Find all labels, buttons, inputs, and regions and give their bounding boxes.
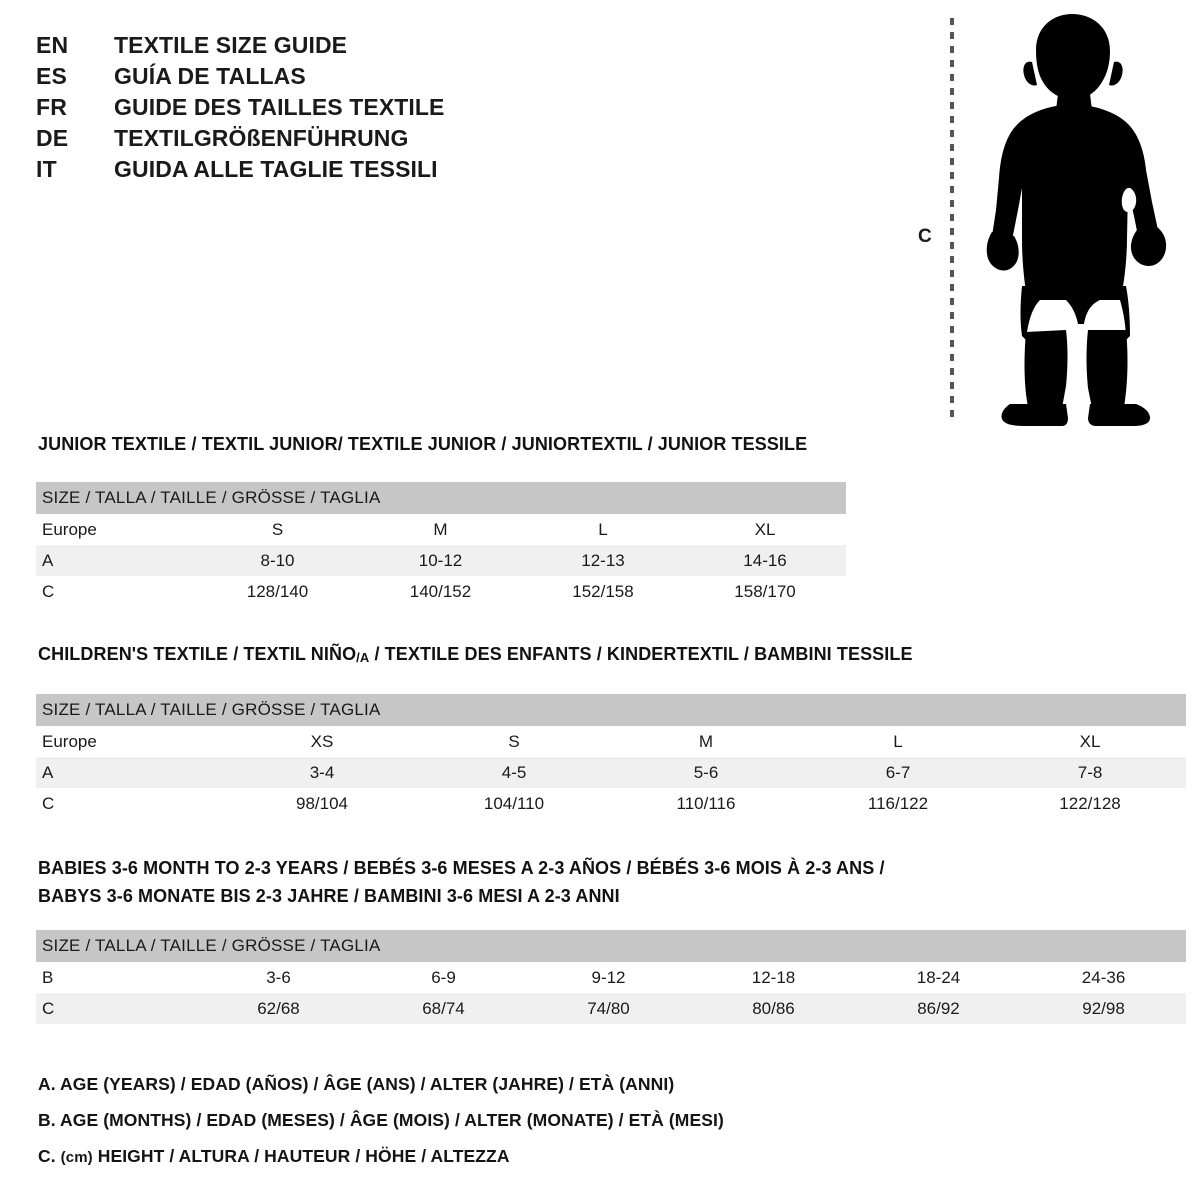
babies-size-table: SIZE / TALLA / TAILLE / GRÖSSE / TAGLIA … <box>36 930 1187 1024</box>
language-code-fr: FR <box>36 94 68 120</box>
table-row: B 3-6 6-9 9-12 12-18 18-24 24-36 <box>36 962 1187 993</box>
children-row-europe-label: Europe <box>36 726 226 757</box>
babies-row-b-col-3: 9-12 <box>526 962 691 993</box>
height-dotted-line <box>950 18 954 422</box>
legend-c-unit: (cm) <box>60 1149 93 1166</box>
babies-row-c-col-3: 74/80 <box>526 993 691 1024</box>
language-row-en: EN TEXTILE SIZE GUIDE <box>36 32 556 63</box>
children-row-a-col-1: 3-4 <box>226 757 418 788</box>
junior-row-c-col-1: 128/140 <box>196 576 359 607</box>
language-code-en: EN <box>36 32 69 58</box>
table-row: Europe XS S M L XL <box>36 726 1187 757</box>
language-row-es: ES GUÍA DE TALLAS <box>36 63 556 94</box>
table-row: A 8-10 10-12 12-13 14-16 <box>36 545 847 576</box>
children-row-a-col-3: 5-6 <box>610 757 802 788</box>
children-row-europe-col-5: XL <box>994 726 1187 757</box>
junior-size-bar-label: SIZE / TALLA / TAILLE / GRÖSSE / TAGLIA <box>36 482 847 514</box>
legend-line-c: C. (cm) HEIGHT / ALTURA / HAUTEUR / HÖHE… <box>38 1138 858 1174</box>
toddler-silhouette-icon <box>986 14 1167 426</box>
height-measure-label: C <box>918 226 932 247</box>
table-row: Europe S M L XL <box>36 514 847 545</box>
section-heading-babies-line1: BABIES 3-6 MONTH TO 2-3 YEARS / BEBÉS 3-… <box>38 858 885 878</box>
children-row-c-col-4: 116/122 <box>802 788 994 819</box>
junior-row-c-col-3: 152/158 <box>522 576 684 607</box>
language-code-it: IT <box>36 156 57 182</box>
children-heading-part1: CHILDREN'S TEXTILE / TEXTIL NIÑO <box>38 644 357 664</box>
children-size-table: SIZE / TALLA / TAILLE / GRÖSSE / TAGLIA … <box>36 694 1187 819</box>
children-row-c-label: C <box>36 788 226 819</box>
junior-row-europe-col-3: L <box>522 514 684 545</box>
junior-row-europe-col-1: S <box>196 514 359 545</box>
table-row: A 3-4 4-5 5-6 6-7 7-8 <box>36 757 1187 788</box>
legend-c-rest: HEIGHT / ALTURA / HAUTEUR / HÖHE / ALTEZ… <box>92 1146 510 1166</box>
height-measurement-figure: C <box>900 8 1190 433</box>
section-heading-babies-line2: BABYS 3-6 MONATE BIS 2-3 JAHRE / BAMBINI… <box>38 886 620 906</box>
junior-row-c-col-2: 140/152 <box>359 576 522 607</box>
language-row-de: DE TEXTILGRÖßENFÜHRUNG <box>36 125 556 156</box>
table-row: C 128/140 140/152 152/158 158/170 <box>36 576 847 607</box>
babies-row-b-col-6: 24-36 <box>1021 962 1187 993</box>
junior-row-a-col-4: 14-16 <box>684 545 847 576</box>
babies-row-b-col-4: 12-18 <box>691 962 856 993</box>
junior-row-a-col-3: 12-13 <box>522 545 684 576</box>
babies-row-c-col-2: 68/74 <box>361 993 526 1024</box>
junior-row-europe-label: Europe <box>36 514 196 545</box>
language-text-en: TEXTILE SIZE GUIDE <box>114 32 348 58</box>
babies-row-b-col-1: 3-6 <box>196 962 361 993</box>
babies-row-b-label: B <box>36 962 196 993</box>
children-size-bar-label: SIZE / TALLA / TAILLE / GRÖSSE / TAGLIA <box>36 694 1187 726</box>
children-row-a-col-4: 6-7 <box>802 757 994 788</box>
legend-block: A. AGE (YEARS) / EDAD (AÑOS) / ÂGE (ANS)… <box>38 1066 858 1174</box>
children-row-europe-col-3: M <box>610 726 802 757</box>
language-row-fr: FR GUIDE DES TAILLES TEXTILE <box>36 94 556 125</box>
children-row-europe-col-2: S <box>418 726 610 757</box>
language-text-it: GUIDA ALLE TAGLIE TESSILI <box>114 156 438 182</box>
babies-row-c-col-6: 92/98 <box>1021 993 1187 1024</box>
children-row-c-col-3: 110/116 <box>610 788 802 819</box>
legend-c-prefix: C. <box>38 1146 61 1166</box>
babies-row-c-col-4: 80/86 <box>691 993 856 1024</box>
legend-line-b: B. AGE (MONTHS) / EDAD (MESES) / ÂGE (MO… <box>38 1110 724 1130</box>
babies-row-b-col-5: 18-24 <box>856 962 1021 993</box>
children-row-c-col-1: 98/104 <box>226 788 418 819</box>
junior-row-europe-col-2: M <box>359 514 522 545</box>
language-text-es: GUÍA DE TALLAS <box>114 63 306 89</box>
section-heading-children: CHILDREN'S TEXTILE / TEXTIL NIÑO/A / TEX… <box>38 644 913 665</box>
children-heading-subscript: /A <box>356 650 370 665</box>
junior-row-a-col-2: 10-12 <box>359 545 522 576</box>
junior-row-europe-col-4: XL <box>684 514 847 545</box>
children-row-c-col-5: 122/128 <box>994 788 1187 819</box>
babies-size-bar-row: SIZE / TALLA / TAILLE / GRÖSSE / TAGLIA <box>36 930 1187 962</box>
language-row-it: IT GUIDA ALLE TAGLIE TESSILI <box>36 156 556 187</box>
children-row-c-col-2: 104/110 <box>418 788 610 819</box>
language-header-block: EN TEXTILE SIZE GUIDE ES GUÍA DE TALLAS … <box>36 32 556 187</box>
children-size-bar-row: SIZE / TALLA / TAILLE / GRÖSSE / TAGLIA <box>36 694 1187 726</box>
junior-row-c-label: C <box>36 576 196 607</box>
junior-row-a-label: A <box>36 545 196 576</box>
children-row-europe-col-4: L <box>802 726 994 757</box>
section-heading-junior: JUNIOR TEXTILE / TEXTIL JUNIOR/ TEXTILE … <box>38 434 808 454</box>
children-heading-part2: / TEXTILE DES ENFANTS / KINDERTEXTIL / B… <box>369 644 913 664</box>
babies-row-c-col-1: 62/68 <box>196 993 361 1024</box>
children-row-a-label: A <box>36 757 226 788</box>
junior-size-table: SIZE / TALLA / TAILLE / GRÖSSE / TAGLIA … <box>36 482 847 607</box>
legend-line-a: A. AGE (YEARS) / EDAD (AÑOS) / ÂGE (ANS)… <box>38 1074 675 1094</box>
babies-row-b-col-2: 6-9 <box>361 962 526 993</box>
language-code-de: DE <box>36 125 69 151</box>
babies-size-bar-label: SIZE / TALLA / TAILLE / GRÖSSE / TAGLIA <box>36 930 1187 962</box>
babies-row-c-col-5: 86/92 <box>856 993 1021 1024</box>
table-row: C 62/68 68/74 74/80 80/86 86/92 92/98 <box>36 993 1187 1024</box>
language-text-fr: GUIDE DES TAILLES TEXTILE <box>114 94 445 120</box>
children-row-europe-col-1: XS <box>226 726 418 757</box>
junior-row-a-col-1: 8-10 <box>196 545 359 576</box>
junior-size-bar-row: SIZE / TALLA / TAILLE / GRÖSSE / TAGLIA <box>36 482 847 514</box>
babies-row-c-label: C <box>36 993 196 1024</box>
junior-row-c-col-4: 158/170 <box>684 576 847 607</box>
table-row: C 98/104 104/110 110/116 116/122 122/128 <box>36 788 1187 819</box>
children-row-a-col-2: 4-5 <box>418 757 610 788</box>
children-row-a-col-5: 7-8 <box>994 757 1187 788</box>
language-text-de: TEXTILGRÖßENFÜHRUNG <box>114 125 409 151</box>
language-code-es: ES <box>36 63 68 89</box>
